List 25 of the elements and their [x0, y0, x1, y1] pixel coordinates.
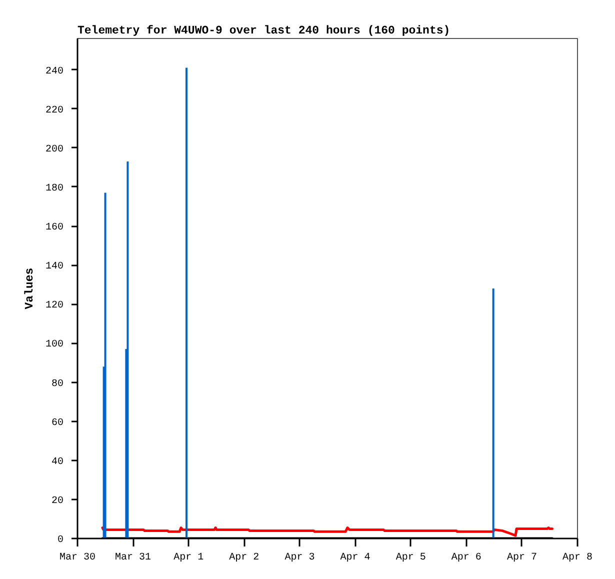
x-tick-label: Apr 7: [506, 552, 537, 564]
x-tick-label: Apr 1: [174, 552, 204, 564]
y-tick-label: 160: [45, 222, 64, 234]
y-tick-label: 20: [52, 496, 64, 507]
y-axis-title: Values: [23, 268, 36, 310]
x-tick-label: Apr 4: [340, 552, 370, 564]
y-tick-label: 220: [45, 105, 64, 116]
y-tick-label: 200: [45, 144, 64, 156]
x-tick-label: Apr 8: [562, 552, 593, 564]
y-tick-label: 240: [45, 66, 64, 78]
x-tick-label: Mar 31: [115, 552, 152, 564]
y-tick-label: 100: [45, 340, 64, 351]
x-tick-label: Mar 30: [59, 552, 96, 564]
x-tick-label: Apr 5: [396, 552, 426, 564]
chart-title: Telemetry for W4UWO-9 over last 240 hours (160 points): [78, 24, 450, 38]
x-tick-label: Apr 3: [284, 552, 315, 564]
y-tick-label: 80: [52, 378, 64, 390]
x-tick-label: Apr 6: [451, 552, 482, 564]
y-tick-label: 0: [58, 535, 64, 546]
y-tick-label: 120: [45, 300, 64, 312]
y-tick-label: 180: [45, 183, 64, 194]
y-tick-label: 140: [45, 262, 64, 273]
y-tick-label: 40: [52, 456, 64, 468]
x-tick-label: Apr 2: [229, 552, 260, 564]
y-tick-label: 60: [52, 418, 64, 429]
